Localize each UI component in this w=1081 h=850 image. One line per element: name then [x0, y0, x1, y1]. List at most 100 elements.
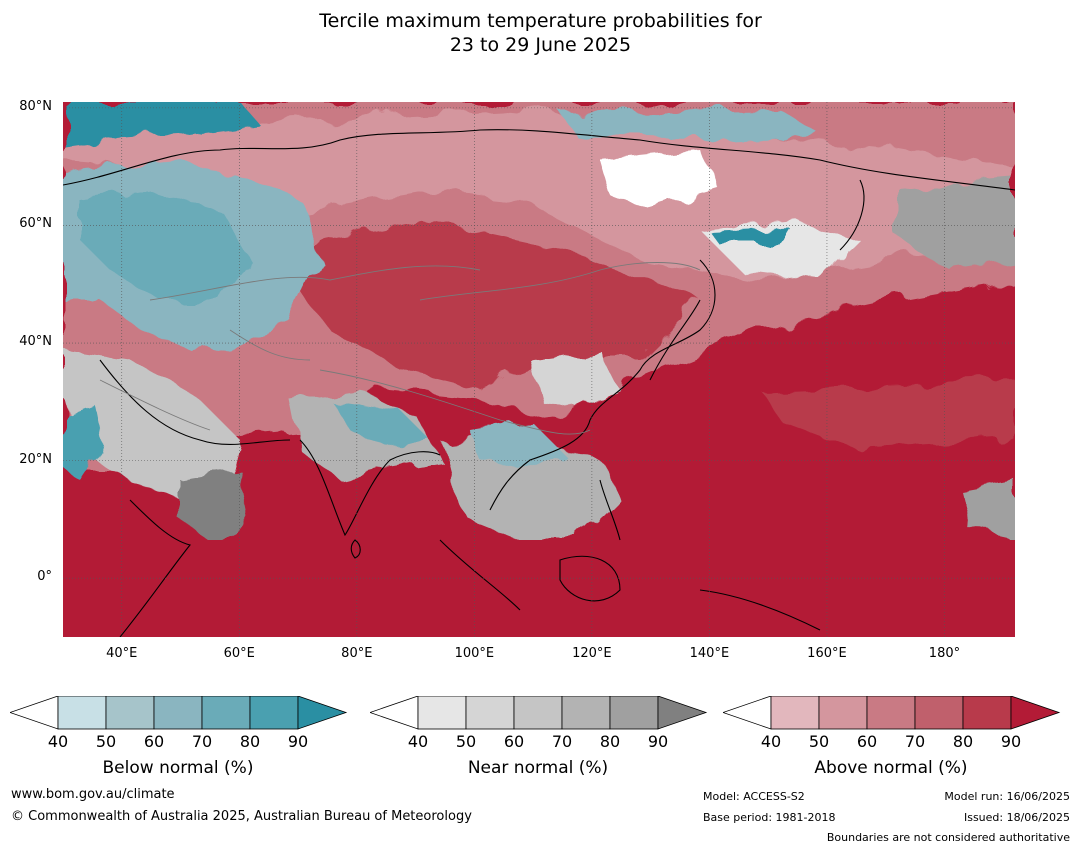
colorbar-swatch: [561, 696, 611, 730]
coastline-east-asia: [489, 259, 716, 511]
coastline-arabia: [99, 359, 291, 445]
colorbar-lower-extension: [10, 696, 59, 730]
border-china-mongolia: [419, 262, 701, 301]
region-arctic-below: [63, 102, 260, 145]
colorbar-title: Below normal (%): [102, 758, 254, 778]
colorbar-tick-label: 90: [1000, 732, 1022, 751]
border-middle-east: [99, 379, 211, 431]
coastline-eurasia-north: [63, 129, 1015, 191]
border-russia-kazakhstan: [149, 265, 481, 301]
colorbar-swatches: [370, 696, 708, 730]
colorbar-tick-label: 50: [95, 732, 117, 751]
coastline-philippines: [599, 479, 621, 541]
country-borders: [99, 262, 701, 435]
region-india-below: [330, 400, 430, 450]
colorbar-swatch: [153, 696, 203, 730]
colorbar-swatches: [10, 696, 348, 730]
latitude-label: 0°: [37, 569, 52, 585]
colorbar-tick-label: 70: [904, 732, 926, 751]
issued-date: Issued: 18/06/2025: [963, 811, 1070, 824]
colorbar-tick-label: 80: [952, 732, 974, 751]
colorbar-swatch: [57, 696, 107, 730]
region-arctic-white: [600, 150, 720, 210]
region-west-russia-below-strong: [80, 190, 250, 300]
region-east-siberia-near: [900, 180, 1015, 270]
region-central-asia-above: [300, 220, 700, 390]
probability-map: [63, 102, 1015, 637]
region-arctic-below-east: [560, 110, 820, 140]
colorbar-lower-extension: [370, 696, 419, 730]
colorbar-lower-extension: [723, 696, 772, 730]
colorbar-swatch: [105, 696, 155, 730]
border-central-asia: [229, 329, 311, 361]
longitude-label: 140°E: [689, 646, 730, 661]
colorbar-swatch: [866, 696, 916, 730]
colorbar-swatches: [723, 696, 1061, 730]
colorbar-swatch: [962, 696, 1012, 730]
colorbar-swatch: [513, 696, 563, 730]
colorbar-upper-extension: [1010, 696, 1061, 730]
colorbar-title: Near normal (%): [467, 758, 609, 778]
coastline-india: [299, 439, 441, 537]
colorbar-tick-label: 90: [287, 732, 309, 751]
map-title-line-2: 23 to 29 June 2025: [449, 34, 632, 56]
colorbar-tick-label: 90: [647, 732, 669, 751]
colorbar-tick-label: 60: [503, 732, 525, 751]
longitude-label: 40°E: [106, 646, 138, 661]
colorbar-swatch: [818, 696, 868, 730]
coastline-sumatra: [439, 539, 521, 611]
colorbar-tick-label: 40: [47, 732, 69, 751]
website-link[interactable]: www.bom.gov.au/climate: [11, 787, 175, 802]
colorbar-tick-label: 80: [239, 732, 261, 751]
colorbar-tick-label: 40: [760, 732, 782, 751]
coastline-sri-lanka: [350, 539, 361, 559]
colorbar-tick-label: 60: [143, 732, 165, 751]
colorbar-tick-label: 60: [856, 732, 878, 751]
coastline-africa-east: [119, 499, 191, 637]
coastline-borneo: [559, 555, 621, 602]
colorbar-swatch: [465, 696, 515, 730]
colorbar-swatch: [609, 696, 659, 730]
coastline-new-guinea: [699, 589, 821, 631]
region-horn-africa: [180, 470, 250, 540]
copyright-text: © Commonwealth of Australia 2025, Austra…: [11, 809, 472, 824]
colorbar-swatch: [201, 696, 251, 730]
coastline-japan: [649, 299, 701, 381]
region-pacific-lighter: [760, 380, 1015, 450]
longitude-label: 80°E: [341, 646, 373, 661]
colorbar-near-normal: 40 50 60 70 80 90 Near normal (%): [370, 696, 710, 786]
colorbar-swatch: [914, 696, 964, 730]
colorbar-tick-label: 70: [191, 732, 213, 751]
colorbar-upper-extension: [657, 696, 708, 730]
longitude-label: 160°E: [807, 646, 847, 661]
longitude-label: 100°E: [454, 646, 495, 661]
colorbar-tick-label: 80: [599, 732, 621, 751]
base-period: Base period: 1981-2018: [703, 811, 836, 824]
longitude-label: 60°E: [223, 646, 255, 661]
colorbar-tick-label: 70: [551, 732, 573, 751]
graticule: [63, 102, 1015, 637]
colorbar-upper-extension: [297, 696, 348, 730]
model-name: Model: ACCESS-S2: [703, 790, 805, 803]
colorbar-swatch: [249, 696, 299, 730]
colorbar-tick-label: 50: [455, 732, 477, 751]
coastlines: [63, 129, 1015, 637]
colorbar-swatch: [417, 696, 467, 730]
colorbar-tick-label: 40: [407, 732, 429, 751]
region-arabia-below: [63, 400, 100, 480]
region-okhotsk-below: [710, 228, 790, 245]
colorbar-title: Above normal (%): [814, 758, 968, 778]
latitude-label: 60°N: [19, 216, 52, 232]
latitude-label: 20°N: [19, 451, 52, 467]
region-west-asia-near: [63, 350, 240, 500]
colorbar-swatch: [770, 696, 820, 730]
border-china-south: [319, 369, 591, 435]
longitude-label: 120°E: [572, 646, 612, 661]
region-china-near: [530, 350, 620, 410]
coastline-kamchatka: [839, 179, 865, 251]
longitude-label: 180°: [928, 646, 961, 661]
region-pacific-near: [960, 480, 1015, 540]
latitude-label: 40°N: [19, 334, 52, 350]
latitude-label: 80°N: [19, 98, 52, 114]
model-run-date: Model run: 16/06/2025: [944, 790, 1070, 803]
